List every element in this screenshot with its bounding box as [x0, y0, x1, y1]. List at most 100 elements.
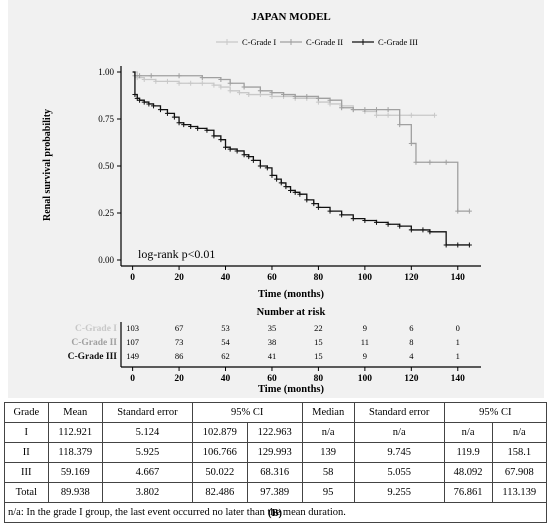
series-layer — [132, 71, 472, 248]
risk-value: 1 — [456, 337, 460, 347]
header-cell: 95% CI — [191, 402, 303, 423]
censor-mark — [181, 122, 187, 128]
chart-title: JAPAN MODEL — [251, 11, 331, 23]
censor-mark — [432, 112, 438, 118]
risk-value: 1 — [456, 351, 460, 361]
risk-value: 9 — [363, 351, 367, 361]
table-cell: Total — [4, 482, 49, 503]
censor-mark — [199, 80, 205, 86]
header-cell: Standard error — [101, 402, 193, 423]
censor-mark — [420, 227, 426, 233]
x-tick-label: 100 — [358, 273, 373, 283]
x-tick-label: 140 — [451, 273, 466, 283]
table-cell: 4.667 — [101, 462, 193, 483]
risk-x-axis-label: Time (months) — [258, 384, 325, 395]
censor-mark — [148, 73, 154, 79]
y-axis-label: Renal survival probability — [42, 109, 53, 221]
censor-mark — [269, 172, 275, 178]
table-cell: 3.802 — [101, 482, 193, 503]
table-cell: 122.963 — [246, 422, 303, 443]
censor-mark — [311, 201, 317, 207]
censor-mark — [264, 165, 270, 171]
header-cell: 95% CI — [443, 402, 548, 423]
risk-value: 53 — [221, 323, 230, 333]
figure-background — [8, 0, 544, 398]
table-cell: 5.124 — [101, 422, 193, 443]
censor-mark — [246, 154, 252, 160]
censor-mark — [413, 159, 419, 165]
censor-mark — [195, 125, 201, 131]
table-cell: 113.139 — [491, 482, 548, 503]
y-tick-label: 0.75 — [98, 114, 114, 124]
table-cell: 59.169 — [47, 462, 103, 483]
table-cell: 9.255 — [353, 482, 445, 503]
risk-value: 149 — [126, 351, 139, 361]
table-cell: 112.921 — [47, 422, 103, 443]
table-cell: 95 — [301, 482, 355, 503]
censor-mark — [373, 112, 379, 118]
survival-statistics-table: Grade Mean Standard error 95% CI Median … — [4, 402, 548, 523]
censor-mark — [315, 204, 321, 210]
censor-mark — [327, 97, 333, 103]
censor-mark — [176, 73, 182, 79]
censor-mark — [339, 105, 345, 111]
header-cell: Grade — [4, 402, 49, 423]
censor-mark — [385, 107, 391, 113]
censor-mark — [137, 73, 143, 79]
y-tick-label: 0.00 — [98, 255, 114, 265]
risk-row-label: C-Grade II — [71, 338, 117, 348]
risk-value: 4 — [409, 351, 414, 361]
censor-mark — [132, 92, 138, 98]
censor-mark — [297, 191, 303, 197]
censor-mark — [304, 197, 310, 203]
risk-value: 8 — [409, 337, 413, 347]
table-cell: II — [4, 442, 49, 463]
risk-x-tick-label: 20 — [174, 374, 184, 384]
censor-mark — [397, 223, 403, 229]
risk-x-tick-label: 60 — [267, 374, 277, 384]
censor-mark — [443, 242, 449, 248]
censor-mark — [146, 101, 152, 107]
x-tick-label: 40 — [221, 273, 231, 283]
censor-mark — [241, 84, 247, 90]
censor-mark — [176, 120, 182, 126]
censor-mark — [164, 110, 170, 116]
censor-mark — [350, 216, 356, 222]
risk-value: 15 — [314, 337, 323, 347]
censor-mark — [455, 242, 461, 248]
censor-mark — [211, 82, 217, 88]
censor-mark — [176, 80, 182, 86]
censor-mark — [292, 189, 298, 195]
censor-mark — [257, 163, 263, 169]
table-cell: 129.993 — [246, 442, 303, 463]
table-header-row: Grade Mean Standard error 95% CI Median … — [4, 402, 548, 423]
censor-mark — [408, 140, 414, 146]
risk-value: 35 — [268, 323, 277, 333]
table-cell: I — [4, 422, 49, 443]
x-tick-label: 80 — [314, 273, 324, 283]
censor-mark — [408, 112, 414, 118]
table-cell: 89.938 — [47, 482, 103, 503]
censor-mark — [427, 229, 433, 235]
chart-legend: C-Grade I C-Grade II C-Grade III — [216, 37, 418, 47]
table-cell: 5.925 — [101, 442, 193, 463]
risk-value: 0 — [456, 323, 460, 333]
censor-mark — [373, 219, 379, 225]
censor-mark — [283, 184, 289, 190]
risk-value: 73 — [175, 337, 184, 347]
legend-label: C-Grade I — [242, 37, 276, 47]
number-at-risk-table: Number at risk Time (months) C-Grade I 10… — [68, 307, 481, 395]
censor-mark — [466, 242, 472, 248]
log-rank-annotation: log-rank p<0.01 — [138, 247, 215, 261]
censor-mark — [246, 92, 252, 98]
legend-marker — [288, 39, 294, 45]
risk-value: 41 — [268, 351, 277, 361]
table-row: I 112.921 5.124 102.879 122.963 n/a n/a … — [4, 422, 548, 443]
table-cell: 68.316 — [246, 462, 303, 483]
risk-value: 38 — [268, 337, 277, 347]
censor-mark — [269, 90, 275, 96]
censor-mark — [350, 107, 356, 113]
censor-mark — [327, 208, 333, 214]
survival-plot-area: JAPAN MODEL Renal survival probability T… — [42, 11, 481, 300]
risk-x-tick-label: 80 — [314, 374, 324, 384]
